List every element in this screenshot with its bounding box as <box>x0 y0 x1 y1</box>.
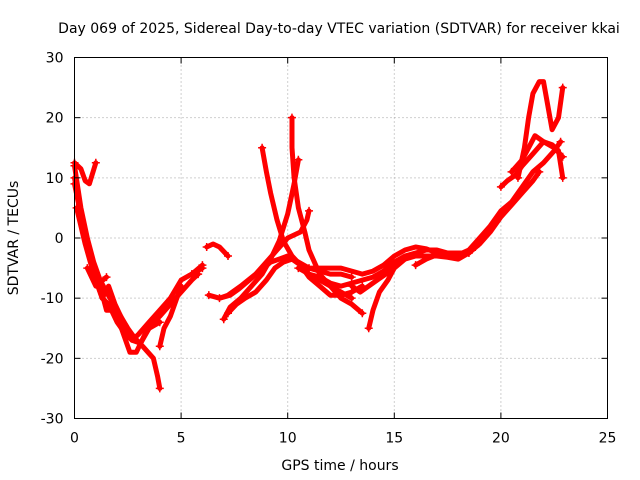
data-point-marker <box>347 294 356 303</box>
series-line <box>84 265 109 289</box>
series-arc-23 <box>513 79 567 182</box>
y-axis-label: SDTVAR / TECUs <box>6 181 22 296</box>
series-line <box>189 262 205 277</box>
series-arc-15 <box>287 113 367 318</box>
data-point-marker <box>496 182 505 191</box>
x-tick-label: 25 <box>599 431 617 447</box>
y-tick-label: 10 <box>46 171 64 187</box>
series-arc-20 <box>411 137 565 270</box>
series-layer <box>70 79 567 393</box>
series-line <box>306 169 542 277</box>
series-line <box>349 262 397 295</box>
series-arc-6 <box>83 264 111 289</box>
data-point-marker <box>558 83 567 92</box>
data-point-marker <box>364 324 373 333</box>
data-point-marker <box>287 113 296 122</box>
x-tick-label: 20 <box>492 431 510 447</box>
series-line <box>515 79 566 181</box>
data-point-marker <box>177 282 186 291</box>
series-arc-9 <box>202 241 233 261</box>
data-point-marker <box>204 291 213 300</box>
data-point-marker <box>83 264 92 273</box>
data-point-marker <box>215 294 224 303</box>
chart-title: Day 069 of 2025, Sidereal Day-to-day VTE… <box>58 21 620 37</box>
data-point-marker <box>187 270 196 279</box>
data-point-marker <box>224 252 233 261</box>
x-tick-label: 0 <box>70 431 79 447</box>
data-point-marker <box>558 173 567 182</box>
data-point-marker <box>507 167 516 176</box>
y-tick-label: -10 <box>41 291 64 307</box>
series-line <box>366 250 472 331</box>
y-tick-label: -20 <box>41 351 64 367</box>
series-line <box>72 160 99 187</box>
data-point-marker <box>347 282 356 291</box>
series-line <box>74 205 163 346</box>
series-line <box>217 253 355 301</box>
data-point-marker <box>102 273 111 282</box>
data-point-marker <box>198 261 207 270</box>
x-tick-label: 15 <box>385 431 403 447</box>
series-arc-11 <box>215 253 356 303</box>
data-point-marker <box>305 264 314 273</box>
data-point-marker <box>72 203 81 212</box>
data-point-marker <box>202 243 211 252</box>
data-point-marker <box>224 309 233 318</box>
series-arc-8 <box>187 261 207 279</box>
series-line <box>413 139 564 268</box>
x-tick-label: 10 <box>279 431 297 447</box>
data-point-marker <box>294 155 303 164</box>
series-line <box>289 115 365 316</box>
x-tick-label: 5 <box>177 431 186 447</box>
data-point-marker <box>513 173 522 182</box>
data-point-marker <box>294 264 303 273</box>
axis-ticks: 0 5 10 15 20 25 -30 -20 -10 0 10 20 30 <box>41 51 617 447</box>
data-point-marker <box>411 261 420 270</box>
y-tick-label: 0 <box>55 231 64 247</box>
y-tick-label: 20 <box>46 111 64 127</box>
data-point-marker <box>219 315 228 324</box>
data-point-marker <box>155 384 164 393</box>
data-point-marker <box>155 342 164 351</box>
data-point-marker <box>556 137 565 146</box>
y-tick-label: 30 <box>46 51 64 67</box>
data-point-marker <box>258 143 267 152</box>
data-point-marker <box>91 158 100 167</box>
y-tick-label: -30 <box>41 412 64 428</box>
data-point-marker <box>155 318 164 327</box>
x-axis-label: GPS time / hours <box>281 458 398 474</box>
series-line <box>204 241 231 259</box>
series-arc-5 <box>72 203 164 346</box>
data-point-marker <box>358 309 367 318</box>
data-point-marker <box>305 206 314 215</box>
series-line <box>157 283 184 349</box>
data-point-marker <box>347 273 356 282</box>
series-arc-7 <box>155 282 186 351</box>
